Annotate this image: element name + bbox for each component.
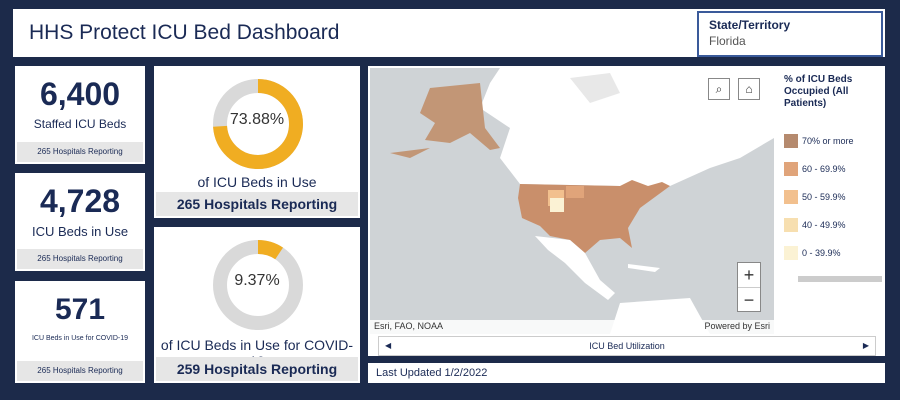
- legend-swatch: [784, 246, 798, 260]
- legend-label: 40 - 49.9%: [802, 220, 846, 230]
- state-selector-value: Florida: [709, 34, 746, 48]
- stat-footer: 265 Hospitals Reporting: [17, 361, 143, 381]
- map-layer-nav: ◀ ICU Bed Utilization ▶: [378, 336, 876, 356]
- donut-chart: [213, 79, 303, 169]
- state-selector-label: State/Territory: [709, 18, 791, 32]
- aleutian-islands: [390, 148, 430, 158]
- donut-card-in-use: 73.88% of ICU Beds in Use 265 Hospitals …: [153, 65, 361, 219]
- nav-prev-button[interactable]: ◀: [385, 341, 392, 350]
- legend-label: 70% or more: [802, 136, 854, 146]
- donut-chart: [213, 240, 303, 330]
- map-search-button[interactable]: ⌕: [708, 78, 730, 100]
- legend-swatch: [784, 134, 798, 148]
- page-title: HHS Protect ICU Bed Dashboard: [29, 21, 340, 44]
- legend-label: 60 - 69.9%: [802, 164, 846, 174]
- donut-percent: 9.37%: [234, 272, 280, 289]
- attribution-esri[interactable]: Powered by Esri: [704, 321, 770, 331]
- state-lightest: [550, 198, 564, 212]
- zoom-in-button[interactable]: +: [743, 265, 755, 285]
- stat-number: 571: [54, 293, 106, 326]
- legend-label: 50 - 59.9%: [802, 192, 846, 202]
- basemap: [370, 68, 774, 334]
- nav-next-button[interactable]: ▶: [862, 341, 869, 350]
- attribution-source[interactable]: Esri, FAO, NOAA: [374, 321, 444, 331]
- map-attribution: Esri, FAO, NOAA Powered by Esri: [370, 320, 774, 334]
- stat-label: ICU Beds in Use for COVID-19: [31, 335, 129, 342]
- stat-number: 6,400: [39, 76, 121, 112]
- nav-label: ICU Bed Utilization: [589, 341, 665, 351]
- donut-fill: [213, 240, 303, 330]
- map-home-button[interactable]: ⌂: [738, 78, 760, 100]
- donut-footer: 265 Hospitals Reporting: [156, 192, 358, 216]
- stat-card-staffed: 6,400 Staffed ICU Beds 265 Hospitals Rep…: [14, 65, 146, 165]
- map-view[interactable]: ⌕ ⌂ + −: [370, 68, 774, 334]
- search-icon: ⌕: [715, 82, 723, 96]
- stat-label: Staffed ICU Beds: [33, 117, 127, 131]
- state-selector[interactable]: State/Territory Florida: [697, 11, 883, 57]
- zoom-control: + −: [737, 262, 761, 312]
- donut-card-covid: 9.37% of ICU Beds in Use for COVID-19 25…: [153, 226, 361, 384]
- donut-percent: 73.88%: [229, 111, 285, 128]
- mexico-landmass: [535, 236, 615, 300]
- map-legend: % of ICU Beds Occupied (All Patients) 70…: [776, 68, 884, 334]
- map-panel: ⌕ ⌂ + − Esri, FAO, NOAA Powered by Esri …: [367, 65, 886, 357]
- legend-swatch: [784, 162, 798, 176]
- arctic-island: [570, 73, 620, 103]
- stat-footer: 265 Hospitals Reporting: [17, 142, 143, 162]
- stat-card-in-use: 4,728 ICU Beds in Use 265 Hospitals Repo…: [14, 172, 146, 272]
- legend-swatch: [784, 218, 798, 232]
- legend-title: % of ICU Beds Occupied (All Patients): [784, 74, 853, 109]
- state-mid: [566, 186, 584, 198]
- donut-footer: 259 Hospitals Reporting: [156, 357, 358, 381]
- alaska-shape: [420, 83, 500, 150]
- stat-label: ICU Beds in Use: [31, 224, 129, 239]
- legend-swatch: [784, 190, 798, 204]
- cuba-landmass: [628, 264, 660, 272]
- legend-label: 0 - 39.9%: [802, 248, 841, 258]
- zoom-out-button[interactable]: −: [738, 287, 760, 311]
- stat-number: 4,728: [39, 183, 121, 219]
- donut-caption: of ICU Beds in Use: [197, 174, 317, 190]
- stat-footer: 265 Hospitals Reporting: [17, 249, 143, 269]
- donut-fill: [213, 79, 303, 169]
- last-updated-text: Last Updated 1/2/2022: [376, 367, 488, 379]
- stat-card-covid: 571 ICU Beds in Use for COVID-19 265 Hos…: [14, 280, 146, 384]
- legend-scrollbar[interactable]: [798, 276, 882, 282]
- dashboard-header: HHS Protect ICU Bed Dashboard State/Terr…: [12, 8, 886, 58]
- last-updated-bar: Last Updated 1/2/2022: [367, 362, 886, 384]
- home-icon: ⌂: [745, 82, 753, 96]
